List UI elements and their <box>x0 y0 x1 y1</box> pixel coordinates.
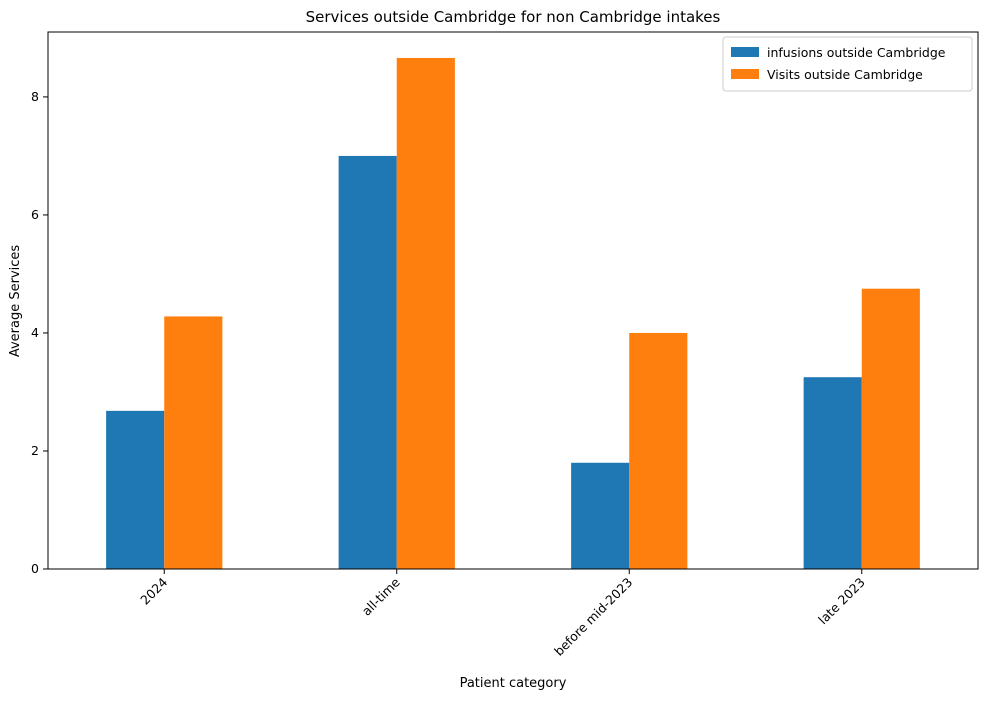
y-axis-label: Average Services <box>8 245 23 358</box>
bar <box>861 288 920 569</box>
legend-box <box>722 36 973 92</box>
bar <box>338 155 397 570</box>
x-tick-label: all-time <box>359 574 403 618</box>
y-tick-label: 2 <box>31 443 39 458</box>
legend-swatch <box>731 69 759 79</box>
bar <box>571 462 630 569</box>
x-tick-label: late 2023 <box>815 575 868 628</box>
legend: infusions outside Cambridge Visits outsid… <box>722 36 973 92</box>
y-tick-label: 0 <box>31 561 39 576</box>
plot-frame <box>47 31 979 570</box>
y-tick-label: 8 <box>31 89 39 104</box>
legend-label: Visits outside Cambridge <box>767 67 923 82</box>
y-tick-label: 4 <box>31 325 39 340</box>
y-tick-label: 6 <box>31 207 39 222</box>
x-tick-label: before mid-2023 <box>551 575 635 659</box>
plot-area: 2024 all-time before mid-2023 late 2023 0 2 4 6… <box>31 31 979 659</box>
x-axis-label: Patient category <box>460 676 567 691</box>
bar <box>396 57 455 570</box>
chart-title: Services outside Cambridge for non Cambr… <box>306 8 721 26</box>
legend-label: infusions outside Cambridge <box>767 45 946 60</box>
bar <box>803 377 862 569</box>
bar <box>164 316 223 569</box>
bar <box>629 332 688 569</box>
legend-swatch <box>731 47 759 57</box>
bar <box>106 410 165 569</box>
x-tick-label: 2024 <box>137 574 170 607</box>
